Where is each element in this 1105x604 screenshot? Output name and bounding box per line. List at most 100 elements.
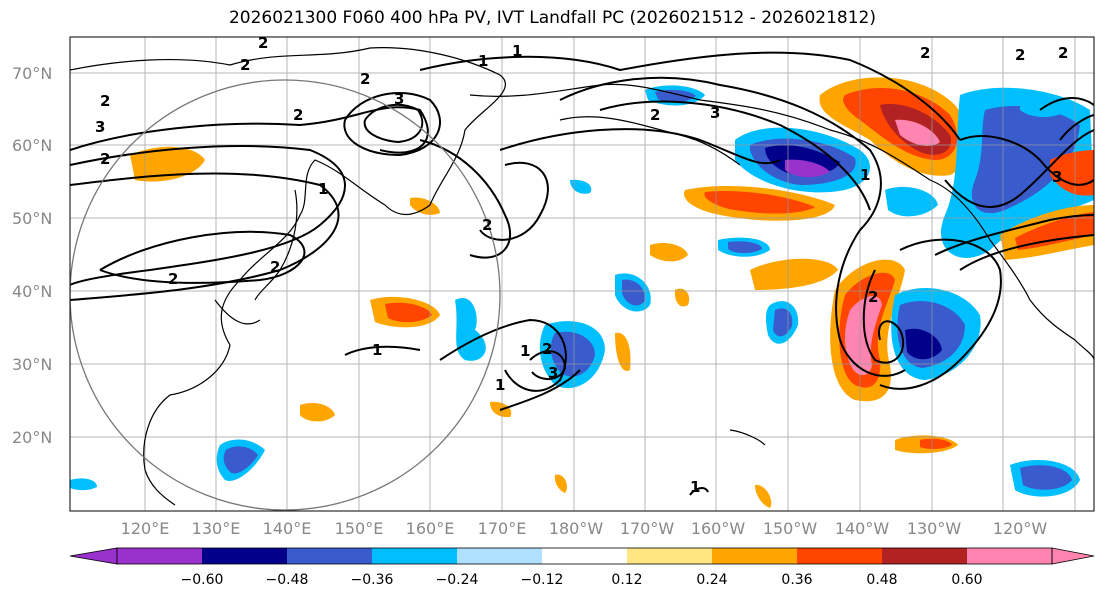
shade-positive	[704, 190, 815, 214]
lon-label: 120°E	[121, 519, 170, 538]
contour-line	[835, 229, 906, 377]
contour-line	[479, 161, 549, 241]
lat-label: 30°N	[12, 355, 52, 374]
contour-line	[419, 51, 961, 141]
contour-line	[944, 129, 1094, 208]
contour-label: 3	[710, 104, 720, 122]
shade-positive	[650, 243, 688, 262]
colorbar-tick: 0.60	[951, 572, 982, 588]
coastline-hawaii	[729, 429, 766, 446]
shade-negative	[655, 89, 696, 103]
contour-line	[343, 92, 441, 157]
shade-positive	[674, 288, 690, 307]
shade-positive	[844, 295, 882, 376]
colorbar-swatch	[797, 548, 882, 564]
shade-negative	[570, 179, 592, 194]
lon-label: 170°W	[620, 519, 675, 538]
shade-negative	[971, 105, 1080, 214]
colorbar-extend-high	[1051, 547, 1095, 565]
lon-label: 170°E	[478, 519, 527, 538]
shade-negative	[70, 478, 97, 491]
contour-label: 1	[690, 478, 700, 496]
shade-negative	[1020, 465, 1072, 490]
contour-line	[559, 76, 882, 231]
contour-label: 2	[100, 92, 110, 110]
shade-negative	[728, 241, 762, 254]
latitude-labels: 70°N 60°N 50°N 40°N 30°N 20°N	[12, 64, 52, 447]
lat-label: 70°N	[12, 64, 52, 83]
shade-positive	[130, 146, 205, 182]
contour-label: 3	[548, 364, 558, 382]
contour-line	[529, 350, 567, 380]
contour-label: 2	[1015, 46, 1025, 64]
contour-line	[70, 145, 346, 286]
lat-label: 50°N	[12, 209, 52, 228]
shade-positive	[750, 258, 838, 290]
contour-line	[70, 106, 429, 154]
coastline-asia	[70, 47, 507, 471]
lon-label: 130°E	[192, 519, 241, 538]
colorbar-tick: −0.36	[351, 572, 394, 588]
colorbar-tick: −0.12	[521, 572, 564, 588]
lon-label: 140°W	[835, 519, 890, 538]
contour-line	[419, 139, 511, 259]
lon-label: 180°W	[549, 519, 604, 538]
shade-negative	[885, 186, 938, 217]
shade-negative	[773, 308, 793, 337]
lon-label: 130°W	[907, 519, 962, 538]
coastline-korea	[214, 299, 261, 325]
contour-label: 1	[318, 180, 328, 198]
map-frame	[69, 36, 1095, 512]
shade-positive	[410, 197, 440, 215]
contour-label: 3	[95, 118, 105, 136]
contour-line	[1039, 97, 1094, 111]
contour-label: 2	[270, 258, 280, 276]
coastline-philippines	[144, 469, 176, 506]
contour-line	[499, 128, 781, 165]
colorbar-tick: 0.24	[696, 572, 727, 588]
shade-negative	[622, 279, 645, 306]
colorbar-swatch	[712, 548, 797, 564]
colorbar-tick: 0.36	[781, 572, 812, 588]
landfall-radius-circle	[70, 79, 501, 511]
lon-label: 120°W	[993, 519, 1048, 538]
contour-label: 2	[650, 106, 660, 124]
colorbar-extend-low	[69, 547, 118, 565]
contour-label: 2	[240, 56, 250, 74]
contour-line	[439, 318, 567, 392]
colorbar-swatch	[117, 548, 202, 564]
coastline-alaska-america	[469, 83, 1094, 361]
colorbar-swatch	[202, 548, 287, 564]
lat-label: 20°N	[12, 428, 52, 447]
pv-contours	[70, 51, 1094, 496]
longitude-labels: 120°E 130°E 140°E 150°E 160°E 170°E 180°…	[121, 519, 1048, 538]
colorbar-tick: 0.48	[866, 572, 897, 588]
shade-negative	[550, 331, 595, 377]
lat-label: 40°N	[12, 282, 52, 301]
contour-line	[1059, 114, 1094, 141]
contour-label: 2	[258, 34, 268, 52]
colorbar: −0.60 −0.48 −0.36 −0.24 −0.12 0.12 0.24 …	[69, 547, 1095, 588]
shade-positive	[755, 484, 772, 508]
colorbar-swatch	[287, 548, 372, 564]
shade-positive	[385, 302, 432, 323]
shade-positive	[300, 403, 335, 422]
contour-line	[959, 234, 1094, 271]
colorbar-tick: −0.60	[181, 572, 224, 588]
shade-negative	[905, 328, 942, 360]
contour-label: 1	[520, 342, 530, 360]
pv-shading	[70, 77, 1094, 508]
contour-label: 1	[372, 341, 382, 359]
colorbar-swatch	[882, 548, 967, 564]
contour-label: 2	[920, 44, 930, 62]
gridlines	[70, 37, 1094, 511]
contour-label: 1	[478, 52, 488, 70]
contour-line	[344, 345, 421, 356]
contour-label: 2	[360, 70, 370, 88]
lon-label: 140°E	[263, 519, 312, 538]
contour-label: 2	[100, 150, 110, 168]
colorbar-tick: 0.12	[611, 572, 642, 588]
contour-label: 2	[1058, 44, 1068, 62]
colorbar-swatch	[967, 548, 1052, 564]
